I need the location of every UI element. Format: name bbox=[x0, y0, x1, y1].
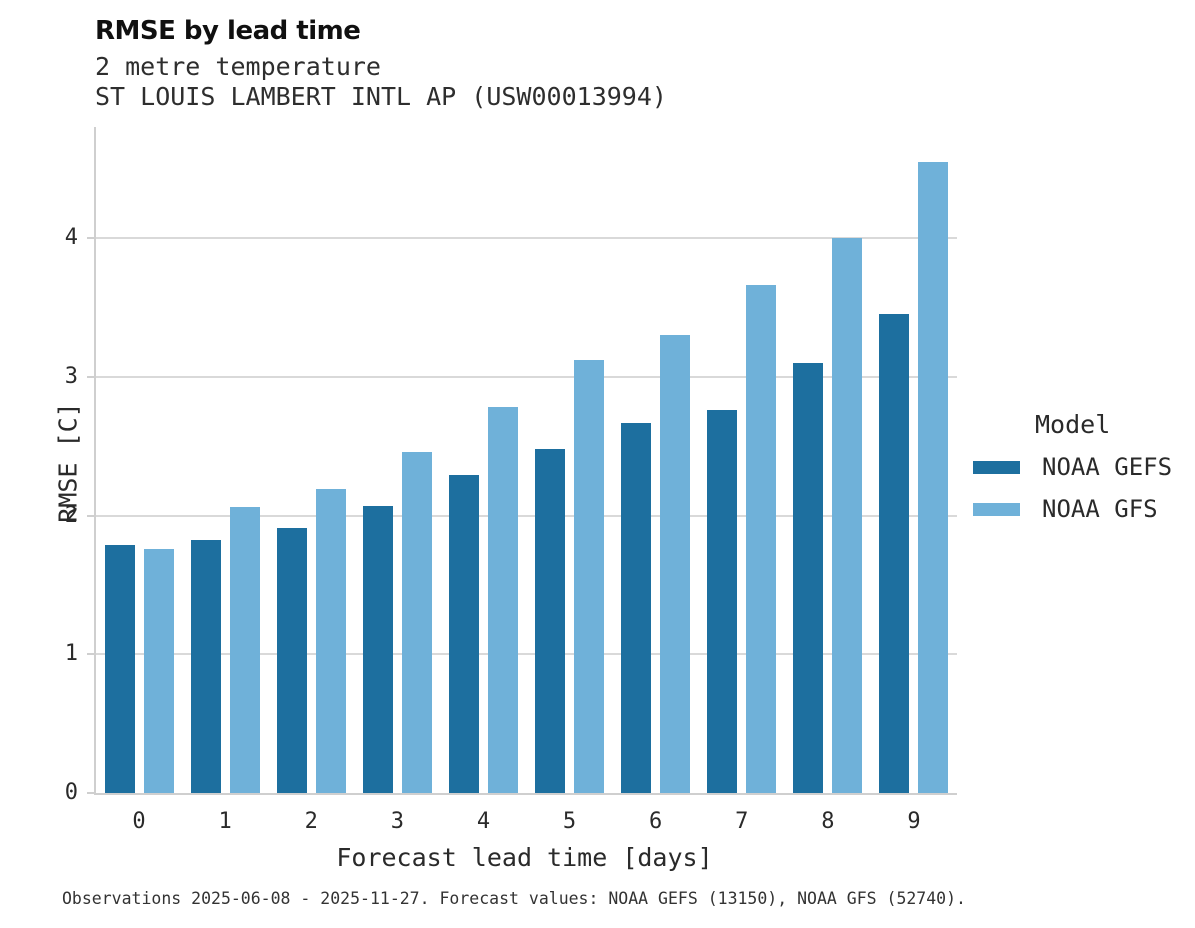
bar-noaa-gefs-day-0 bbox=[104, 544, 135, 793]
y-tick-label-4: 4 bbox=[64, 225, 78, 250]
bar-noaa-gfs-day-2 bbox=[315, 489, 346, 793]
bar-noaa-gfs-day-8 bbox=[832, 238, 863, 793]
x-tick-label-9: 9 bbox=[907, 809, 921, 834]
chart-title: RMSE by lead time bbox=[95, 16, 361, 46]
x-tick-label-6: 6 bbox=[649, 809, 663, 834]
y-tickmark-0 bbox=[87, 792, 94, 794]
y-tickmark-3 bbox=[87, 375, 94, 378]
x-tick-label-0: 0 bbox=[132, 809, 146, 834]
bar-noaa-gfs-day-1 bbox=[229, 507, 260, 793]
bar-noaa-gfs-day-5 bbox=[574, 360, 605, 793]
x-tick-label-7: 7 bbox=[735, 809, 749, 834]
gridline-y-4 bbox=[96, 237, 957, 239]
bar-noaa-gefs-day-9 bbox=[879, 314, 910, 793]
bar-noaa-gefs-day-7 bbox=[707, 410, 738, 793]
bar-noaa-gefs-day-2 bbox=[276, 527, 307, 793]
legend-label: NOAA GEFS bbox=[1042, 453, 1173, 481]
bar-noaa-gfs-day-6 bbox=[660, 335, 691, 793]
legend-label: NOAA GFS bbox=[1042, 495, 1158, 523]
bar-noaa-gfs-day-0 bbox=[143, 548, 174, 793]
legend-row-noaa-gfs: NOAA GFS bbox=[973, 495, 1172, 523]
bar-noaa-gfs-day-4 bbox=[487, 407, 518, 793]
bar-noaa-gefs-day-1 bbox=[190, 540, 221, 793]
bar-noaa-gfs-day-7 bbox=[746, 285, 777, 793]
y-tick-label-1: 1 bbox=[64, 641, 78, 667]
legend-row-noaa-gefs: NOAA GEFS bbox=[973, 453, 1172, 481]
legend-title: Model bbox=[1035, 410, 1111, 439]
y-tickmark-2 bbox=[87, 514, 94, 517]
legend-swatch bbox=[973, 502, 1020, 516]
bar-noaa-gefs-day-5 bbox=[535, 448, 566, 793]
y-tickmark-1 bbox=[87, 653, 94, 656]
x-tick-label-5: 5 bbox=[562, 809, 577, 834]
gridline-y-1 bbox=[96, 653, 957, 656]
bar-noaa-gefs-day-3 bbox=[362, 505, 393, 793]
x-tick-label-4: 4 bbox=[476, 809, 491, 834]
y-tick-label-3: 3 bbox=[64, 363, 78, 389]
chart-subtitle-station: ST LOUIS LAMBERT INTL AP (USW00013994) bbox=[95, 82, 667, 111]
legend: Model NOAA GEFS NOAA GFS bbox=[973, 410, 1172, 537]
bar-noaa-gfs-day-3 bbox=[401, 451, 432, 793]
gridline-y-3 bbox=[96, 375, 957, 378]
y-tick-label-2: 2 bbox=[64, 502, 78, 528]
y-tick-label-0: 0 bbox=[64, 780, 78, 805]
x-tick-label-8: 8 bbox=[821, 809, 835, 834]
caption: Observations 2025-06-08 - 2025-11-27. Fo… bbox=[62, 889, 966, 908]
x-axis-label: Forecast lead time [days] bbox=[336, 843, 713, 872]
bar-noaa-gefs-day-6 bbox=[621, 422, 652, 793]
bar-noaa-gefs-day-4 bbox=[448, 475, 479, 793]
y-tickmark-4 bbox=[87, 237, 94, 239]
legend-swatch bbox=[973, 460, 1020, 474]
bar-noaa-gefs-day-8 bbox=[793, 362, 824, 793]
legend-items: NOAA GEFS NOAA GFS bbox=[973, 453, 1172, 523]
x-tick-label-2: 2 bbox=[304, 809, 318, 834]
gridline-y-2 bbox=[96, 514, 957, 517]
bar-noaa-gfs-day-9 bbox=[918, 161, 949, 793]
x-tick-label-3: 3 bbox=[390, 809, 404, 834]
plot-area: 0 1 2 3 4 0 1 2 3 4 5 6 7 8 9 bbox=[65, 127, 957, 834]
x-tick-label-1: 1 bbox=[218, 809, 232, 834]
chart-subtitle: 2 metre temperature bbox=[95, 52, 381, 81]
